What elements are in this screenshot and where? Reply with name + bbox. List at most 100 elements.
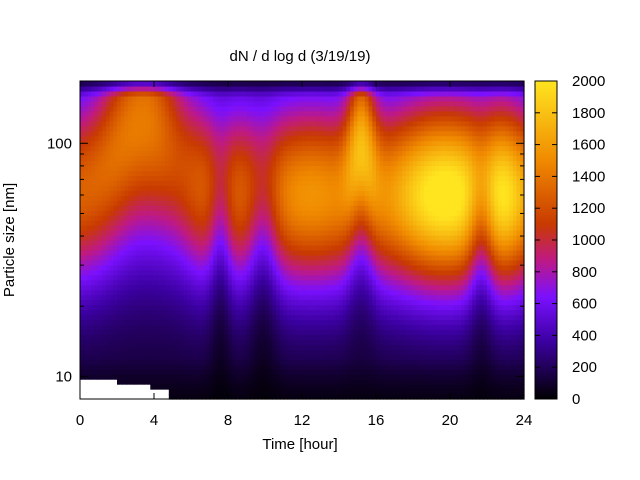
heatmap-cell bbox=[339, 284, 344, 291]
heatmap-cell bbox=[257, 254, 262, 261]
heatmap-cell bbox=[183, 259, 188, 266]
heatmap-cell bbox=[364, 334, 370, 340]
heatmap-cell bbox=[231, 289, 236, 296]
heatmap-cell bbox=[213, 180, 218, 186]
heatmap-cell bbox=[176, 170, 181, 177]
heatmap-cell bbox=[302, 200, 307, 206]
heatmap-cell bbox=[298, 394, 303, 400]
heatmap-cell bbox=[316, 190, 322, 196]
heatmap-cell bbox=[253, 309, 259, 316]
heatmap-cell bbox=[98, 244, 103, 251]
heatmap-cell bbox=[198, 195, 203, 201]
heatmap-cell bbox=[283, 349, 288, 355]
heatmap-cell bbox=[253, 339, 259, 345]
heatmap-cell bbox=[324, 185, 329, 191]
heatmap-cell bbox=[239, 155, 244, 162]
heatmap-cell bbox=[161, 215, 166, 221]
heatmap-cell bbox=[305, 354, 310, 360]
heatmap-cell bbox=[279, 354, 285, 360]
heatmap-cell bbox=[239, 309, 244, 316]
heatmap-cell bbox=[172, 249, 177, 256]
heatmap-cell bbox=[235, 195, 240, 201]
heatmap-cell bbox=[209, 175, 214, 181]
heatmap-cell bbox=[353, 105, 359, 112]
heatmap-cell bbox=[176, 299, 181, 306]
heatmap-cell bbox=[120, 160, 125, 167]
heatmap-cell bbox=[191, 364, 196, 370]
heatmap-cell bbox=[231, 254, 236, 261]
heatmap-cell bbox=[216, 81, 222, 87]
heatmap-cell bbox=[324, 369, 329, 375]
heatmap-cell bbox=[324, 95, 329, 102]
heatmap-cell bbox=[346, 120, 351, 127]
heatmap-cell bbox=[290, 249, 296, 256]
heatmap-cell bbox=[120, 175, 125, 181]
heatmap-cell bbox=[302, 100, 307, 107]
heatmap-cell bbox=[339, 289, 344, 296]
heatmap-cell bbox=[313, 85, 318, 92]
heatmap-cell bbox=[191, 115, 196, 122]
heatmap-cell bbox=[302, 244, 307, 251]
heatmap-cell bbox=[302, 324, 307, 331]
heatmap-cell bbox=[309, 85, 314, 92]
heatmap-cell bbox=[176, 235, 181, 241]
heatmap-cell bbox=[91, 165, 96, 172]
heatmap-cell bbox=[224, 339, 229, 345]
heatmap-cell bbox=[224, 259, 229, 266]
heatmap-cell bbox=[346, 140, 351, 147]
heatmap-cell bbox=[172, 125, 177, 132]
heatmap-cell bbox=[131, 100, 137, 107]
heatmap-cell bbox=[350, 289, 355, 296]
heatmap-cell bbox=[142, 220, 148, 226]
heatmap-cell bbox=[353, 374, 359, 380]
heatmap-cell bbox=[305, 359, 310, 365]
heatmap-cell bbox=[353, 235, 359, 241]
heatmap-cell bbox=[305, 120, 310, 127]
heatmap-cell bbox=[320, 324, 325, 331]
heatmap-cell bbox=[172, 349, 177, 355]
heatmap-cell bbox=[316, 264, 322, 271]
heatmap-cell bbox=[202, 354, 207, 360]
heatmap-cell bbox=[224, 279, 229, 286]
heatmap-cell bbox=[231, 364, 236, 370]
heatmap-cell bbox=[87, 140, 92, 147]
heatmap-cell bbox=[131, 304, 137, 311]
heatmap-cell bbox=[165, 274, 170, 281]
heatmap-cell bbox=[327, 244, 333, 251]
heatmap-cell bbox=[279, 170, 285, 177]
heatmap-cell bbox=[139, 314, 144, 321]
heatmap-cell bbox=[102, 349, 107, 355]
heatmap-cell bbox=[283, 195, 288, 201]
heatmap-cell bbox=[279, 294, 285, 301]
heatmap-cell bbox=[120, 319, 125, 326]
heatmap-cell bbox=[139, 264, 144, 271]
heatmap-cell bbox=[113, 165, 118, 172]
heatmap-cell bbox=[176, 379, 181, 385]
heatmap-cell bbox=[128, 120, 133, 127]
heatmap-cell bbox=[231, 175, 236, 181]
heatmap-cell bbox=[205, 220, 211, 226]
heatmap-cell bbox=[242, 220, 248, 226]
heatmap-cell bbox=[224, 180, 229, 186]
heatmap-cell bbox=[150, 319, 155, 326]
heatmap-cell bbox=[224, 220, 229, 226]
heatmap-cell bbox=[331, 205, 336, 211]
heatmap-cell bbox=[183, 319, 188, 326]
heatmap-cell bbox=[302, 235, 307, 241]
heatmap-cell bbox=[131, 185, 137, 191]
heatmap-cell bbox=[194, 210, 199, 216]
heatmap-cell bbox=[224, 329, 229, 336]
heatmap-cell bbox=[224, 185, 229, 191]
heatmap-cell bbox=[316, 170, 322, 177]
heatmap-cell bbox=[287, 195, 292, 201]
heatmap-cell bbox=[172, 145, 177, 152]
heatmap-cell bbox=[168, 160, 174, 167]
heatmap-cell bbox=[142, 215, 148, 221]
heatmap-cell bbox=[146, 249, 151, 256]
heatmap-cell bbox=[342, 264, 347, 271]
heatmap-cell bbox=[161, 125, 166, 132]
heatmap-cell bbox=[364, 359, 370, 365]
heatmap-cell bbox=[135, 140, 140, 147]
heatmap-cell bbox=[172, 115, 177, 122]
heatmap-cell bbox=[139, 155, 144, 162]
